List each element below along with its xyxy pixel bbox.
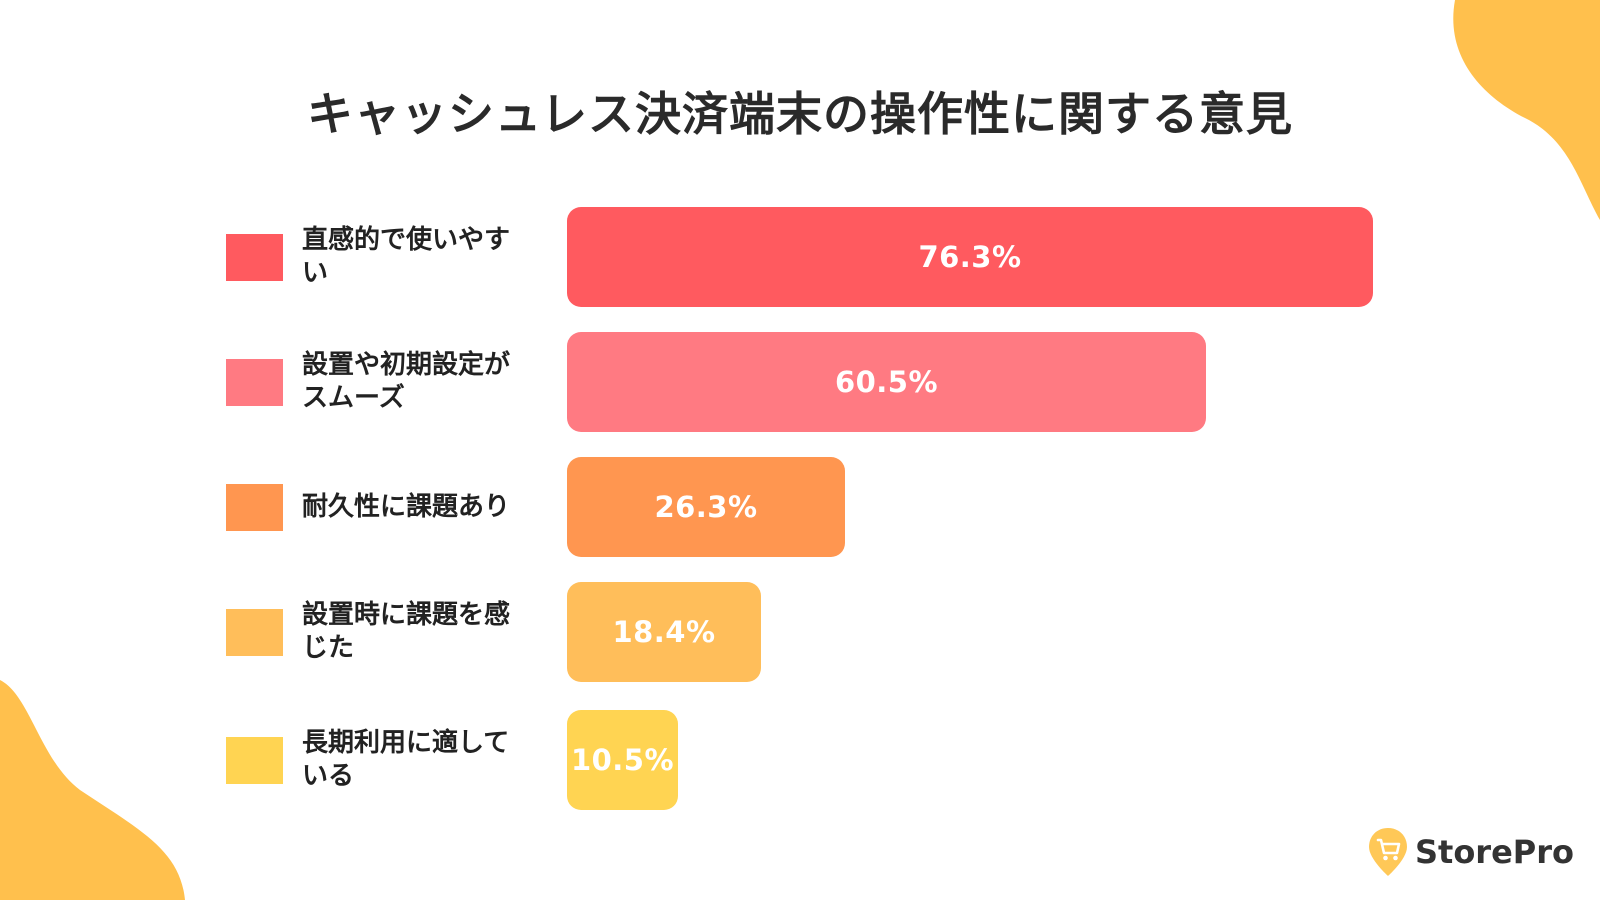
- bar-row: 長期利用に適している 10.5%: [0, 710, 1600, 810]
- bar: 10.5%: [567, 710, 678, 810]
- logo-text: StorePro: [1414, 833, 1574, 871]
- legend-swatch: [226, 737, 283, 784]
- category-label: 長期利用に適している: [302, 728, 510, 791]
- value-label: 18.4%: [612, 615, 716, 649]
- value-label: 10.5%: [570, 743, 675, 777]
- bar-row: 直感的で使いやすい 76.3%: [0, 207, 1600, 307]
- bar-row: 設置や初期設定がスムーズ 60.5%: [0, 332, 1600, 432]
- legend-swatch: [226, 234, 283, 281]
- value-label: 76.3%: [918, 240, 1022, 274]
- cart-pin-icon: [1368, 828, 1407, 876]
- legend-swatch: [226, 359, 283, 406]
- bar: 18.4%: [567, 582, 761, 682]
- legend-swatch: [226, 609, 283, 656]
- brand-logo: StorePro: [1367, 824, 1574, 880]
- category-label: 直感的で使いやすい: [302, 225, 511, 288]
- bar-row: 耐久性に課題あり 26.3%: [0, 457, 1600, 557]
- value-label: 60.5%: [834, 365, 939, 399]
- corner-blob-bottom-left: [0, 680, 185, 900]
- value-label: 26.3%: [654, 490, 758, 524]
- bar: 60.5%: [567, 332, 1206, 432]
- category-label: 耐久性に課題あり: [302, 491, 511, 522]
- bar-row: 設置時に課題を感じた 18.4%: [0, 582, 1600, 682]
- category-label: 設置時に課題を感じた: [302, 600, 511, 663]
- legend-swatch: [226, 484, 283, 531]
- corner-blob-top-right: [1453, 0, 1600, 220]
- page-title: キャッシュレス決済端末の操作性に関する意見: [306, 87, 1294, 141]
- bar: 26.3%: [567, 457, 845, 557]
- category-label: 設置や初期設定がスムーズ: [302, 350, 511, 413]
- bar: 76.3%: [567, 207, 1373, 307]
